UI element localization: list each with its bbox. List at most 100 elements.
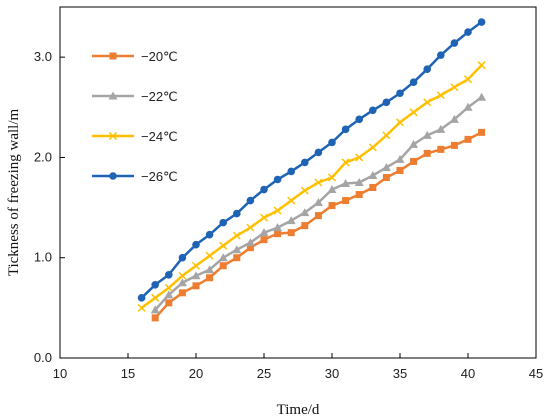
- data-point: [205, 230, 214, 239]
- data-point: [313, 198, 323, 207]
- y-tick-label: 1.0: [34, 250, 52, 265]
- data-point: [206, 274, 214, 282]
- data-point: [341, 179, 351, 188]
- data-point: [286, 216, 296, 225]
- series-3: [137, 61, 486, 312]
- data-point: [151, 280, 159, 289]
- data-point: [219, 241, 228, 250]
- data-point: [314, 178, 323, 187]
- data-point: [287, 196, 296, 205]
- data-point: [328, 138, 336, 147]
- data-point: [165, 299, 173, 307]
- plot-border: [59, 6, 537, 359]
- data-point: [165, 270, 173, 279]
- data-point: [423, 65, 432, 73]
- data-point: [355, 153, 364, 162]
- data-point: [178, 253, 187, 262]
- data-point: [355, 115, 364, 124]
- data-point: [287, 229, 295, 237]
- data-point: [273, 206, 282, 215]
- legend-entry: −26℃: [92, 169, 178, 184]
- data-point: [327, 185, 337, 194]
- data-point: [395, 154, 405, 163]
- data-point: [328, 202, 336, 210]
- legend-label: −24℃: [141, 129, 178, 144]
- data-point: [219, 262, 227, 270]
- data-point: [191, 261, 201, 270]
- legend-marker: [108, 91, 118, 100]
- legend-marker: [109, 172, 117, 180]
- data-point: [396, 89, 404, 98]
- series-1: [151, 128, 486, 322]
- data-point: [464, 135, 472, 143]
- data-point: [464, 28, 472, 36]
- data-point: [300, 186, 309, 195]
- data-point: [300, 208, 310, 217]
- data-point: [463, 75, 473, 84]
- data-point: [477, 18, 486, 26]
- data-point: [233, 254, 241, 262]
- data-point: [341, 125, 350, 134]
- data-point: [422, 130, 432, 139]
- legend-marker: [108, 131, 118, 141]
- data-point: [233, 209, 241, 218]
- y-tick-label: 3.0: [34, 49, 52, 64]
- data-point: [436, 91, 445, 100]
- data-point: [369, 106, 377, 115]
- x-axis: 10 15 20 25 30 35 40 45: [53, 353, 543, 381]
- data-point: [382, 98, 391, 107]
- data-point: [151, 314, 159, 322]
- data-point: [478, 128, 486, 136]
- legend: −20℃ −22℃ −24℃ −26℃: [92, 49, 178, 184]
- x-tick-label: 40: [461, 366, 475, 381]
- series-layer: [137, 18, 487, 322]
- data-point: [437, 145, 445, 153]
- data-point: [450, 83, 459, 92]
- data-point: [382, 131, 391, 140]
- series-line: [140, 21, 483, 299]
- data-point: [178, 289, 186, 297]
- series-line: [154, 131, 483, 319]
- data-point: [463, 102, 473, 111]
- x-tick-label: 30: [325, 366, 339, 381]
- x-tick-label: 35: [393, 366, 407, 381]
- data-point: [259, 213, 269, 222]
- data-point: [245, 238, 255, 247]
- data-point: [273, 175, 282, 184]
- data-point: [218, 253, 228, 262]
- data-point: [409, 139, 419, 148]
- data-point: [137, 303, 146, 312]
- legend-entry: −20℃: [92, 49, 178, 64]
- data-point: [164, 283, 173, 292]
- data-point: [192, 240, 200, 249]
- series-2: [150, 92, 487, 314]
- data-point: [450, 141, 458, 149]
- data-point: [219, 218, 227, 227]
- data-point: [450, 39, 459, 47]
- y-tick-label: 0.0: [34, 350, 52, 365]
- data-point: [382, 173, 390, 181]
- data-point: [396, 166, 404, 174]
- legend-entry: −22℃: [92, 89, 178, 104]
- data-point: [259, 228, 269, 237]
- data-point: [409, 108, 418, 117]
- data-point: [381, 162, 391, 171]
- data-point: [327, 173, 337, 182]
- data-point: [342, 197, 350, 205]
- data-point: [436, 124, 446, 133]
- y-axis: 0.0 1.0 2.0 3.0: [34, 49, 65, 365]
- data-point: [177, 278, 187, 287]
- data-point: [369, 184, 377, 192]
- y-tick-label: 2.0: [34, 149, 52, 164]
- data-point: [395, 118, 405, 127]
- data-point: [314, 148, 323, 157]
- data-point: [191, 271, 201, 280]
- data-point: [273, 223, 283, 232]
- data-point: [232, 245, 242, 254]
- data-point: [423, 98, 432, 107]
- x-tick-label: 20: [189, 366, 203, 381]
- legend-label: −20℃: [141, 49, 178, 64]
- data-point: [150, 305, 160, 314]
- data-point: [341, 158, 350, 167]
- series-line: [140, 64, 483, 309]
